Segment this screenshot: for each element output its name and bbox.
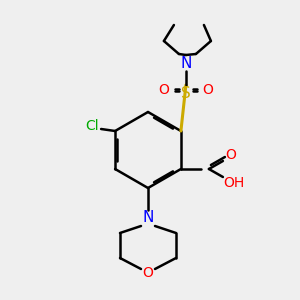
Text: O: O (142, 266, 153, 280)
Text: O: O (202, 83, 213, 97)
Text: O: O (226, 148, 236, 162)
Text: O: O (158, 83, 169, 97)
Text: N: N (180, 56, 192, 70)
Text: S: S (181, 85, 191, 100)
Text: Cl: Cl (85, 119, 99, 133)
Text: OH: OH (223, 176, 244, 190)
Text: N: N (142, 211, 154, 226)
